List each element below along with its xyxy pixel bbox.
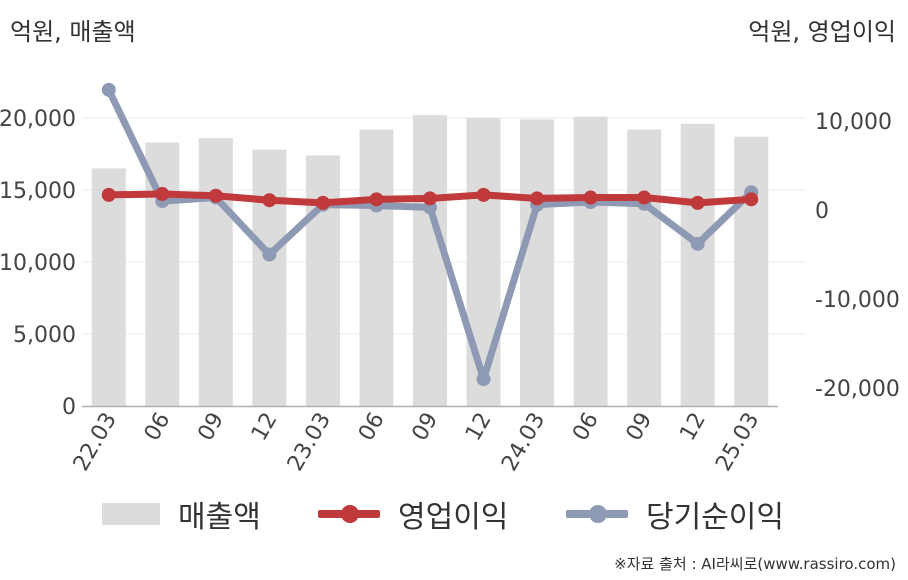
legend-item-net-income: 당기순이익 bbox=[566, 492, 784, 536]
x-tick-label: 06 bbox=[354, 409, 390, 446]
left-tick-label: 5,000 bbox=[13, 323, 76, 348]
x-axis-ticks: 22.03 06 09 12 23.03 06 09 12 24.03 06 09 12 25.03 bbox=[69, 409, 765, 476]
operating-profit-point bbox=[101, 187, 116, 202]
right-tick-label: -20,000 bbox=[815, 377, 900, 402]
x-tick-label: 22.03 bbox=[69, 409, 122, 476]
legend-item-revenue: 매출액 bbox=[102, 492, 261, 536]
x-tick-label: 12 bbox=[461, 409, 497, 446]
legend-marker-net-income bbox=[589, 505, 607, 523]
legend-marker-operating-profit bbox=[341, 505, 359, 523]
operating-profit-point bbox=[423, 191, 437, 206]
source-credit: ※자료 출처 : AI라씨로(www.rassiro.com) bbox=[614, 555, 896, 573]
x-tick-label: 06 bbox=[568, 409, 604, 446]
x-tick-label: 12 bbox=[675, 409, 711, 446]
left-axis-ticks: 0 5,000 10,000 15,000 20,000 bbox=[0, 107, 76, 420]
x-tick-label: 25.03 bbox=[711, 409, 764, 476]
legend-swatch-operating-profit bbox=[318, 505, 380, 523]
x-tick-label: 09 bbox=[622, 409, 658, 446]
operating-profit-point bbox=[315, 195, 330, 210]
revenue-bar bbox=[627, 129, 662, 406]
operating-profit-point bbox=[369, 192, 384, 207]
x-tick-label: 24.03 bbox=[497, 409, 550, 476]
legend-label-revenue: 매출액 bbox=[178, 500, 261, 535]
revenue-bar bbox=[520, 119, 555, 406]
operating-profit-point bbox=[476, 187, 491, 202]
net-income-point bbox=[262, 247, 277, 262]
operating-profit-point bbox=[155, 186, 170, 201]
legend-swatch-revenue bbox=[102, 503, 160, 525]
legend-swatch-net-income bbox=[566, 505, 628, 523]
operating-profit-point bbox=[583, 190, 598, 205]
operating-profit-point bbox=[637, 190, 652, 205]
revenue-bar bbox=[145, 142, 180, 407]
revenue-bar bbox=[305, 155, 340, 406]
left-tick-label: 20,000 bbox=[0, 107, 76, 132]
operating-profit-point bbox=[744, 192, 759, 207]
x-tick-label: 09 bbox=[408, 409, 444, 446]
right-tick-label: 10,000 bbox=[815, 110, 892, 135]
legend-label-operating-profit: 영업이익 bbox=[398, 500, 509, 535]
revenue-bar bbox=[198, 138, 233, 406]
chart: 0 5,000 10,000 15,000 20,000 -20,000 -10,000 0… bbox=[0, 82, 900, 476]
x-tick-label: 12 bbox=[247, 409, 283, 446]
legend-item-operating-profit: 영업이익 bbox=[318, 492, 508, 536]
left-tick-label: 10,000 bbox=[0, 251, 76, 276]
revenue-bars bbox=[91, 115, 769, 407]
operating-profit-point bbox=[690, 195, 705, 210]
x-tick-label: 09 bbox=[193, 409, 229, 446]
revenue-bar bbox=[252, 149, 287, 406]
revenue-bar bbox=[734, 136, 769, 406]
legend: 매출액 영업이익 당기순이익 bbox=[0, 492, 908, 542]
x-tick-label: 23.03 bbox=[283, 409, 336, 476]
legend-label-net-income: 당기순이익 bbox=[646, 500, 784, 535]
line-series bbox=[101, 82, 759, 387]
net-income-point bbox=[476, 372, 491, 387]
left-tick-label: 15,000 bbox=[0, 179, 76, 204]
revenue-bar bbox=[680, 123, 715, 406]
x-tick-label: 06 bbox=[140, 409, 176, 446]
left-axis-unit: 억원, 매출액 bbox=[10, 18, 136, 46]
right-tick-label: 0 bbox=[815, 199, 829, 224]
revenue-bar bbox=[91, 168, 126, 406]
right-axis-unit: 억원, 영업이익 bbox=[748, 18, 896, 46]
revenue-bar bbox=[573, 116, 608, 406]
revenue-bar bbox=[466, 118, 501, 406]
revenue-bar bbox=[359, 129, 394, 406]
operating-profit-point bbox=[262, 193, 277, 208]
left-tick-label: 0 bbox=[62, 395, 76, 420]
right-tick-label: -10,000 bbox=[815, 288, 900, 313]
net-income-point bbox=[101, 82, 116, 97]
operating-profit-point bbox=[208, 188, 223, 203]
revenue-bar bbox=[413, 115, 447, 407]
right-axis-ticks: -20,000 -10,000 0 10,000 bbox=[815, 110, 900, 402]
operating-profit-point bbox=[530, 191, 545, 206]
net-income-point bbox=[690, 236, 705, 251]
